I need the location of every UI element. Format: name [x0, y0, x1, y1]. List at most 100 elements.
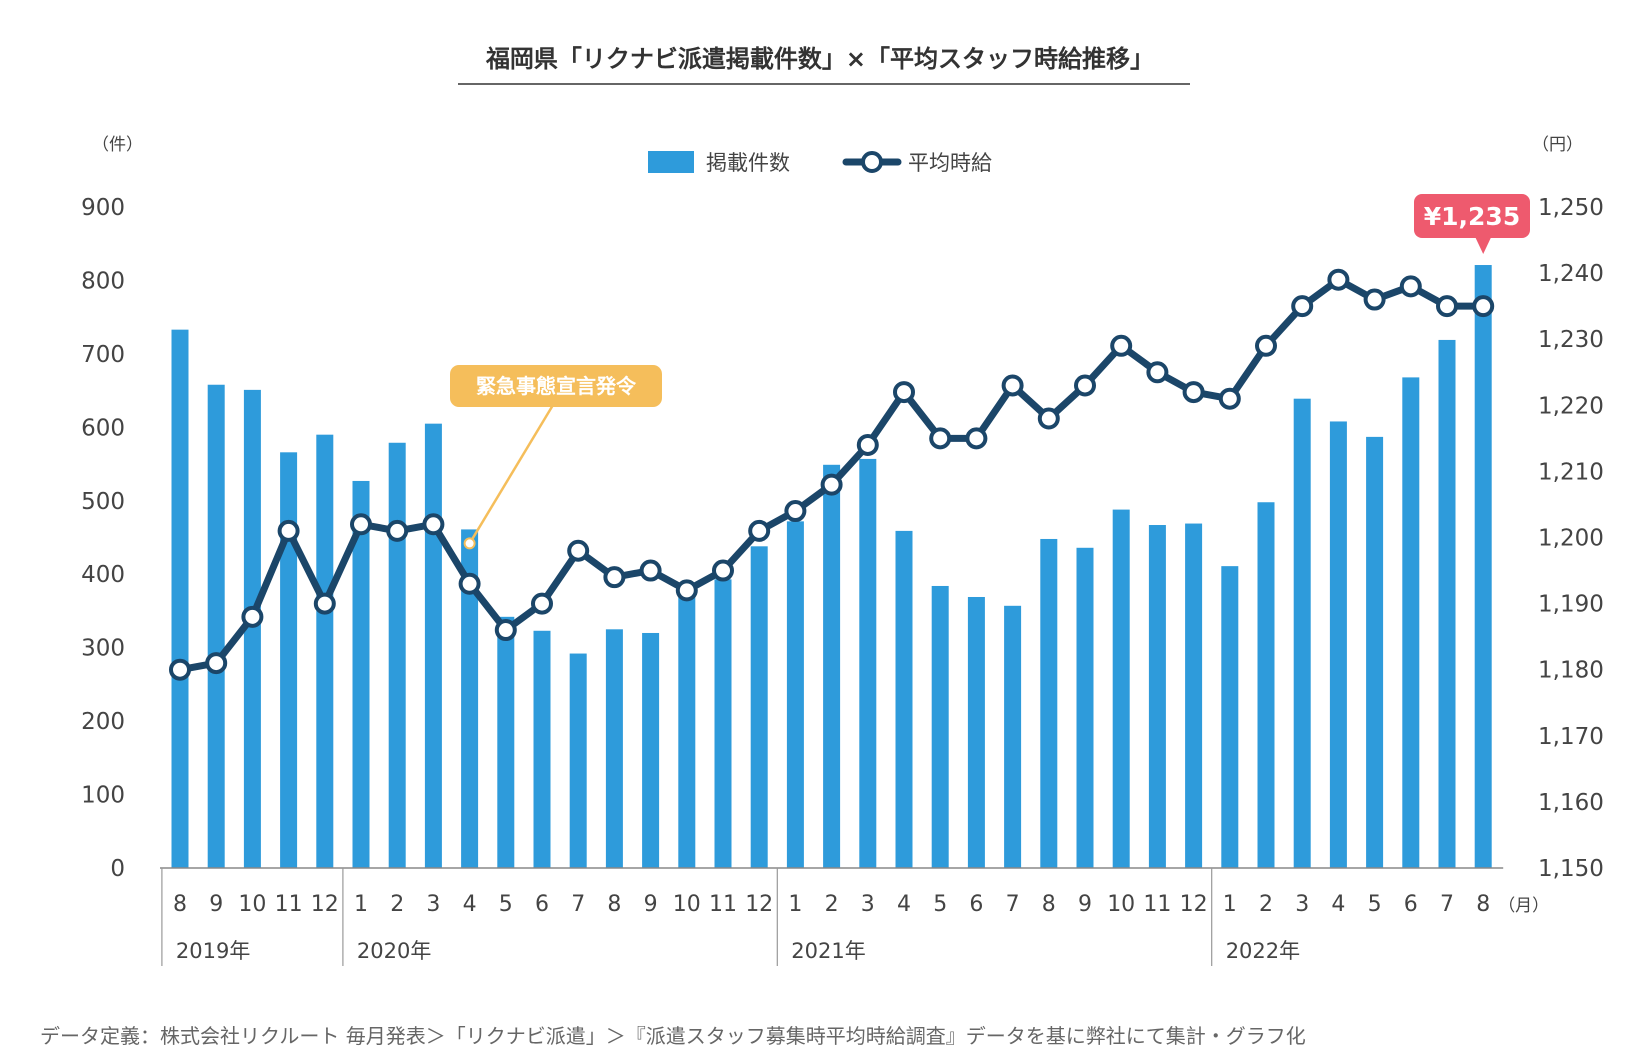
line-point	[639, 559, 662, 582]
bar	[207, 384, 225, 868]
x-tick-label: 9	[1078, 892, 1092, 917]
bar	[642, 632, 660, 868]
right-tick-label: 1,180	[1538, 658, 1604, 684]
line-point	[929, 427, 952, 450]
x-tick-label: 2	[1259, 892, 1273, 917]
x-tick-label: 5	[499, 892, 513, 917]
line-point	[603, 566, 626, 589]
x-tick-label: 7	[1006, 892, 1020, 917]
left-tick-label: 700	[81, 342, 125, 368]
line-point	[1291, 295, 1314, 318]
line-point	[784, 500, 807, 523]
x-tick-label: 9	[209, 892, 223, 917]
line-point	[1399, 275, 1422, 298]
bar	[1329, 421, 1347, 868]
right-tick-label: 1,210	[1538, 459, 1604, 485]
line-point	[494, 619, 517, 642]
callout-dot	[463, 537, 476, 550]
x-tick-label: 5	[933, 892, 947, 917]
bar	[1293, 398, 1311, 868]
legend-line-marker	[861, 151, 883, 173]
x-tick-label: 6	[535, 892, 549, 917]
line-point	[169, 658, 191, 681]
x-tick-label: 6	[969, 892, 983, 917]
left-axis-unit: （件）	[92, 135, 143, 155]
right-tick-label: 1,240	[1538, 261, 1604, 287]
line-point	[820, 473, 843, 496]
line-point	[1436, 295, 1458, 318]
line-point	[965, 427, 988, 450]
x-tick-label: 6	[1404, 892, 1418, 917]
bar	[1040, 538, 1058, 868]
left-tick-label: 100	[81, 783, 125, 809]
bar	[823, 464, 841, 868]
left-tick-label: 200	[81, 709, 125, 735]
line-point	[241, 605, 264, 628]
x-tick-label: 11	[1143, 892, 1171, 917]
callout-emergency	[450, 365, 662, 407]
bar	[1402, 377, 1420, 868]
legend-bar-swatch	[648, 151, 694, 173]
right-tick-label: 1,170	[1538, 724, 1604, 750]
right-axis-ticks: 1,150 1,160 1,170 1,180 1,190 1,200 1,210 1,220…	[1538, 195, 1604, 882]
bar	[243, 389, 261, 868]
x-tick-label: 9	[644, 892, 658, 917]
year-label: 2019年	[176, 939, 250, 963]
line-point	[350, 513, 372, 536]
x-tick-label: 1	[354, 892, 368, 917]
bar	[605, 629, 623, 868]
bar	[931, 585, 949, 868]
line-point	[1255, 334, 1277, 357]
line-point	[1001, 374, 1024, 397]
x-tick-label: 8	[607, 892, 621, 917]
footnote: データ定義：株式会社リクルート 毎月発表＞「リクナビ派遣」＞『派遣スタッフ募集時…	[40, 1024, 1306, 1048]
line-point	[1146, 361, 1169, 384]
line-point	[748, 519, 771, 542]
bar	[1257, 502, 1275, 868]
line-series	[169, 268, 1495, 681]
line-point	[277, 519, 300, 542]
legend-bar-label: 掲載件数	[706, 151, 790, 175]
bar	[569, 653, 587, 868]
bar	[895, 530, 913, 868]
bar	[1366, 436, 1384, 868]
callout-latest-wage	[1414, 194, 1530, 238]
line-point	[1218, 387, 1241, 410]
x-tick-label: 3	[861, 892, 875, 917]
x-tick-label: 1	[788, 892, 802, 917]
legend-line-label: 平均時給	[908, 151, 992, 175]
right-axis-unit: （円）	[1532, 135, 1583, 155]
x-tick-label: 5	[1368, 892, 1382, 917]
callout-emergency-text: 緊急事態宣言発令	[476, 374, 637, 398]
left-tick-label: 0	[110, 856, 125, 882]
callout-leader	[468, 404, 555, 545]
bar	[1076, 547, 1094, 868]
line-point	[712, 559, 734, 582]
bar	[1185, 523, 1203, 868]
line-point	[1327, 268, 1350, 291]
callout-latest-text: ¥1,235	[1424, 202, 1520, 231]
bar	[533, 630, 551, 868]
line-point	[386, 519, 409, 542]
bar	[1221, 566, 1239, 868]
bar	[1474, 265, 1492, 868]
line-point	[458, 572, 481, 595]
bar	[967, 596, 985, 868]
line-point	[205, 652, 228, 675]
x-tick-label: 3	[1295, 892, 1309, 917]
right-tick-label: 1,190	[1538, 592, 1604, 618]
x-tick-label: 12	[745, 892, 773, 917]
bar	[678, 584, 696, 868]
bar	[714, 579, 732, 868]
x-tick-label: 4	[897, 892, 911, 917]
right-tick-label: 1,200	[1538, 526, 1604, 552]
x-tick-label: 4	[463, 892, 477, 917]
bar	[497, 616, 515, 868]
right-tick-label: 1,230	[1538, 327, 1604, 353]
left-tick-label: 800	[81, 268, 125, 294]
bar	[859, 458, 877, 868]
line-point	[893, 381, 915, 404]
x-axis: 8 9 10 11 12 1 2 3 4 5 6 7 8 9 10 11 12 1 2 3 4 5 6 7 8 9 10 11 12 1 2…	[160, 867, 1549, 966]
bar	[461, 529, 479, 868]
